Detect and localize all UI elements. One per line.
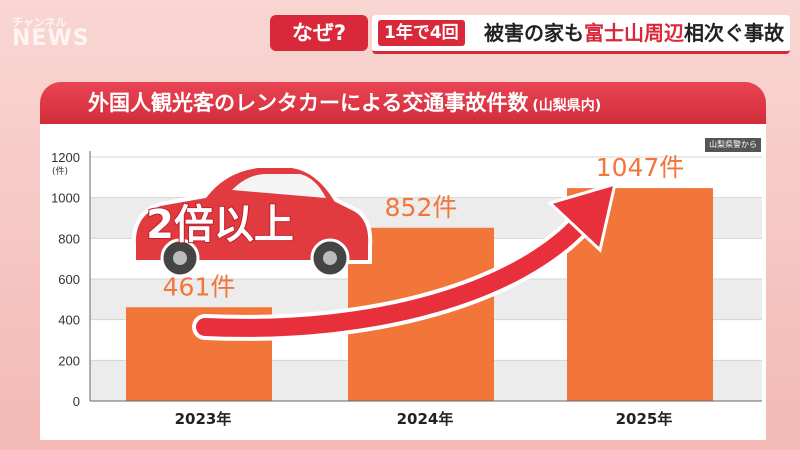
car-window (232, 174, 326, 198)
y-tick-label: 1000 (51, 191, 80, 206)
y-tick-label: 800 (58, 231, 80, 246)
x-tick-label: 2023年 (175, 410, 232, 428)
headline-part-a: 被害の家も (484, 21, 584, 45)
trend-arrow-shaft (196, 213, 591, 337)
headline-text: 被害の家も富士山周辺相次ぐ事故 (484, 15, 784, 51)
headline-box: 1年で4回 被害の家も富士山周辺相次ぐ事故 (372, 15, 790, 54)
headline-tag: 1年で4回 (378, 20, 465, 46)
chart-title-bar: 外国人観光客のレンタカーによる交通事故件数 (山梨県内) (40, 82, 766, 124)
chart-title: 外国人観光客のレンタカーによる交通事故件数 (山梨県内) (88, 82, 601, 127)
y-axis-unit: (件) (52, 165, 68, 177)
headline-part-b: 相次ぐ事故 (684, 21, 784, 45)
naze-badge: なぜ? (270, 15, 368, 51)
y-tick-label: 400 (58, 313, 80, 328)
y-tick-label: 1200 (51, 150, 80, 165)
chart-title-main: 外国人観光客のレンタカーによる交通事故件数 (88, 91, 529, 115)
chart-title-sub: (山梨県内) (532, 98, 602, 114)
data-label: 852件 (385, 193, 458, 222)
car-hubcap (173, 251, 187, 265)
y-tick-label: 0 (73, 394, 80, 409)
headline-bar: なぜ? 1年で4回 被害の家も富士山周辺相次ぐ事故 (270, 15, 790, 54)
data-label: 1047件 (596, 153, 685, 182)
x-tick-label: 2025年 (616, 410, 673, 428)
car-icon: 2倍以上 (131, 164, 373, 278)
chart-labels: 2023年 461件 2024年 852件 2025年 1047件 (163, 153, 685, 428)
y-tick-label: 200 (58, 353, 80, 368)
car-hubcap (323, 251, 337, 265)
channel-logo: チャンネル NEWS (12, 16, 90, 51)
headline-part-red: 富士山周辺 (584, 21, 684, 45)
y-tick-label: 600 (58, 272, 80, 287)
chart-axes: 0 200 400 600 800 1000 1200(件) (51, 150, 762, 409)
data-label: 461件 (163, 272, 236, 301)
annotation-text: 2倍以上 (146, 202, 294, 248)
source-badge: 山梨県警から (705, 138, 761, 152)
x-tick-label: 2024年 (397, 410, 454, 428)
trend-arrow-head (547, 181, 618, 253)
trend-arrow (192, 181, 618, 341)
